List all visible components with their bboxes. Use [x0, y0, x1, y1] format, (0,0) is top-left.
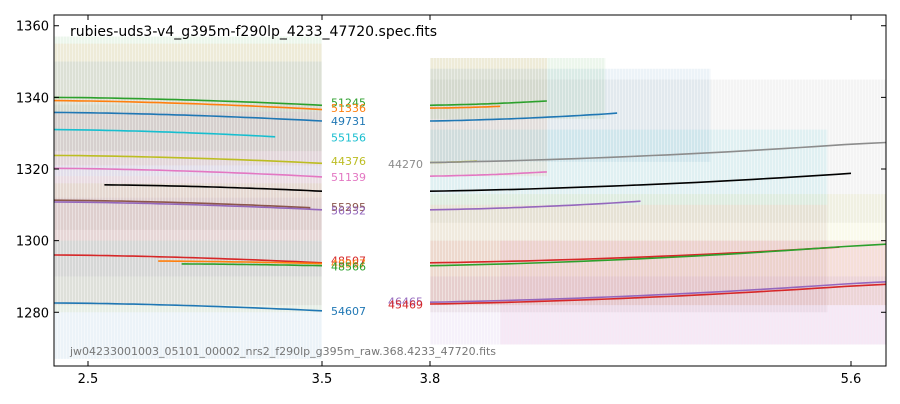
cutout-band-hatch: [431, 129, 826, 205]
cutout-band-hatch: [55, 183, 321, 313]
hatch-lines: [55, 240, 321, 359]
hatch-lines: [431, 129, 826, 205]
cutout-bands: [54, 36, 886, 359]
hatch-lines: [55, 36, 321, 152]
y-tick-label: 1280: [16, 306, 49, 321]
trace-line-51245-right: [429, 100, 547, 107]
trace-line-47720-left: [104, 184, 323, 192]
file-label: jw04233001003_05101_00002_nrs2_f290lp_g3…: [69, 345, 496, 358]
trace-label-48507: 48507: [331, 255, 366, 268]
trace-label-49731: 49731: [331, 115, 366, 128]
cutout-band: [430, 276, 886, 345]
cutout-band-hatch: [431, 240, 886, 306]
trace-label-51245: 51245: [331, 96, 366, 109]
trace-line-44376-left: [53, 154, 323, 165]
x-tick-label: 2.5: [78, 372, 99, 387]
trace-line-48566-right: [429, 243, 887, 267]
cutout-band: [430, 57, 606, 119]
cutout-band-hatch: [55, 240, 321, 359]
trace-line-51139-right: [429, 171, 547, 177]
y-tick-label: 1360: [16, 20, 49, 35]
trace-label-44270: 44270: [388, 158, 423, 171]
trace-label-51336: 51336: [331, 102, 366, 115]
hatch-lines: [431, 57, 604, 119]
trace-line-44270-right: [429, 141, 887, 164]
trace-line-55156-left: [53, 128, 276, 138]
hatch-lines: [431, 240, 886, 306]
trace-label-51139: 51139: [331, 171, 366, 184]
trace-line-48507-left: [53, 254, 323, 264]
y-tick-label: 1340: [16, 91, 49, 106]
cutout-band: [54, 43, 322, 166]
y-tick-label: 1300: [16, 235, 49, 250]
x-tick-label: 3.8: [420, 372, 441, 387]
cutout-band-hatch: [55, 104, 321, 230]
trace-line-51245-left: [53, 96, 323, 107]
x-tick-label: 3.5: [312, 372, 333, 387]
trace-line-48967-left: [158, 260, 323, 265]
trace-line-49731-right: [429, 112, 618, 122]
trace-line-51139-left: [53, 167, 323, 178]
trace-lines: [53, 96, 887, 312]
trace-line-51336-left: [53, 99, 323, 111]
x-tick-label: 5.6: [841, 372, 862, 387]
chart-title: rubies-uds3-v4_g395m-f290lp_4233_47720.s…: [70, 24, 437, 40]
trace-line-56332-left: [53, 201, 323, 211]
trace-line-56332-right: [429, 200, 641, 211]
trace-label-44376: 44376: [331, 155, 366, 168]
cutout-band-hatch: [431, 276, 886, 345]
cutout-band: [54, 104, 322, 230]
hatch-lines: [55, 104, 321, 230]
y-tick-label: 1320: [16, 163, 49, 178]
trace-label-55156: 55156: [331, 131, 366, 144]
trace-line-49731-left: [53, 111, 323, 122]
trace-line-51336-right: [430, 105, 501, 109]
cutout-band-hatch: [431, 57, 604, 119]
trace-label-46465: 46465: [388, 296, 423, 309]
hatch-lines: [431, 276, 886, 345]
cutout-band: [54, 176, 322, 306]
plot-frame: [53, 14, 887, 367]
y-axis: 1280 1300 1320 1340 1360: [16, 20, 886, 321]
trace-line-48566-left: [181, 263, 323, 267]
trace-label-48967: 48967: [331, 258, 366, 271]
cutout-band-hatch: [55, 36, 321, 152]
cutout-band: [430, 129, 828, 205]
hatch-lines: [55, 183, 321, 313]
trace-line-54607-left: [53, 302, 323, 312]
trace-label-48566: 48566: [331, 260, 366, 273]
x-axis: 2.5 3.5 3.8 5.6: [78, 15, 862, 387]
trace-label-56332: 56332: [331, 205, 366, 218]
trace-line-55295-left: [53, 199, 311, 209]
trace-label-45469: 45469: [388, 298, 423, 311]
trace-label-55295: 55295: [331, 201, 366, 214]
cutout-band: [430, 57, 547, 177]
cutout-band-hatch: [55, 197, 321, 277]
trace-line-45469-right: [429, 283, 887, 305]
hatch-lines: [55, 197, 321, 277]
trace-line-47720-right: [429, 172, 852, 192]
trace-line-46465-right: [429, 281, 887, 303]
trace-label-54607: 54607: [331, 305, 366, 318]
